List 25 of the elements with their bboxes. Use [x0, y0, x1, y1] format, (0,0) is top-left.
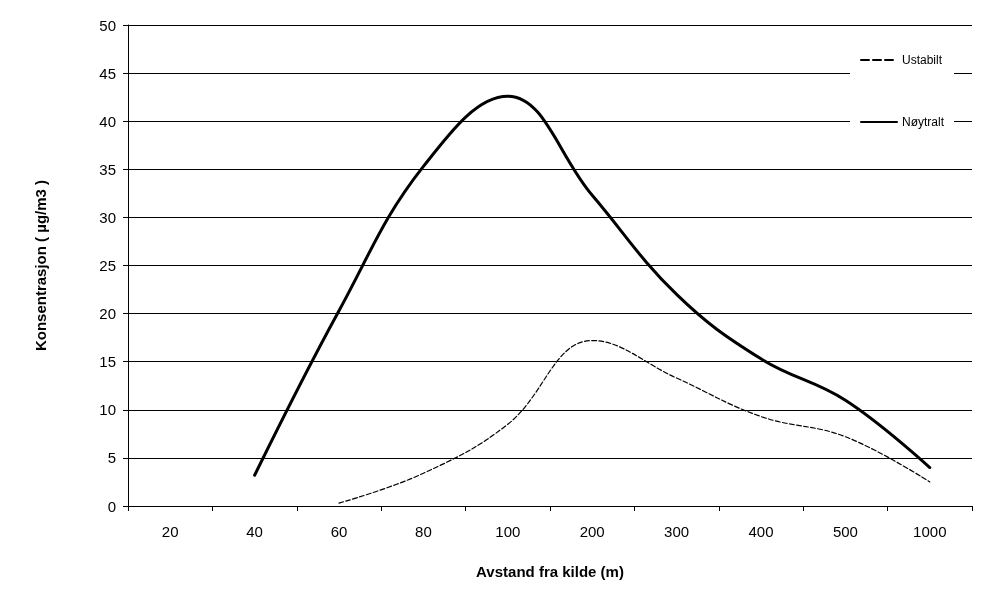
- y-tick-label: 10: [99, 401, 116, 419]
- x-tick-label: 80: [415, 523, 432, 540]
- x-tick-label: 500: [832, 523, 858, 540]
- y-tick-label: 25: [99, 257, 116, 274]
- y-tick-label: 5: [107, 449, 116, 467]
- legend-label: Ustabilt: [902, 53, 943, 67]
- x-tick-label: 100: [495, 523, 521, 540]
- y-tick-label: 35: [99, 160, 116, 178]
- y-tick-label: 20: [99, 305, 116, 323]
- x-tick-label: 1000: [913, 523, 947, 540]
- x-tick-label: 20: [161, 523, 179, 540]
- y-tick-label: 30: [99, 208, 116, 226]
- y-axis-title: Konsentrasjon ( µg/m3 ): [32, 179, 49, 352]
- y-tick-label: 40: [99, 112, 116, 130]
- y-tick-label: 15: [99, 353, 116, 371]
- y-tick-label: 50: [99, 16, 116, 34]
- x-axis-title: Avstand fra kilde (m): [476, 563, 624, 580]
- x-tick-label: 40: [246, 523, 263, 540]
- x-tick-label: 60: [330, 523, 348, 540]
- x-tick-label: 200: [579, 523, 605, 540]
- y-tick-label: 45: [99, 64, 116, 82]
- x-tick-label: 400: [748, 523, 774, 540]
- legend-label: Nøytralt: [902, 115, 945, 129]
- x-tick-label: 300: [664, 523, 690, 540]
- y-tick-label: 0: [107, 497, 116, 515]
